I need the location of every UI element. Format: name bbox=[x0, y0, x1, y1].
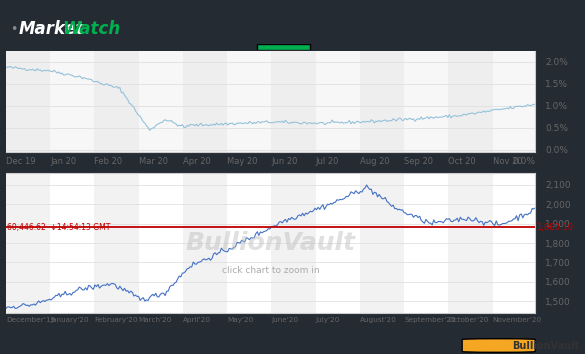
Text: 1,880.10: 1,880.10 bbox=[536, 223, 573, 232]
FancyBboxPatch shape bbox=[257, 44, 310, 50]
Text: April'20: April'20 bbox=[183, 316, 211, 322]
Text: May 20: May 20 bbox=[227, 157, 257, 166]
Text: 60,446.62  ↓14:54:13 GMT: 60,446.62 ↓14:54:13 GMT bbox=[7, 223, 111, 232]
Text: February'20: February'20 bbox=[94, 316, 138, 322]
Bar bbox=[94, 51, 139, 152]
Text: August'20: August'20 bbox=[360, 316, 397, 322]
Bar bbox=[448, 51, 493, 152]
Text: March'20: March'20 bbox=[139, 316, 172, 322]
Bar bbox=[6, 173, 50, 313]
Bar bbox=[360, 51, 404, 152]
Text: Feb 20: Feb 20 bbox=[94, 157, 122, 166]
Text: Sep 20: Sep 20 bbox=[404, 157, 433, 166]
Text: Aug 20: Aug 20 bbox=[360, 157, 390, 166]
Text: Nov 20: Nov 20 bbox=[493, 157, 522, 166]
Text: Jan 20: Jan 20 bbox=[50, 157, 76, 166]
Text: Jun 20: Jun 20 bbox=[271, 157, 298, 166]
Text: Market: Market bbox=[19, 21, 84, 38]
Text: September'20: September'20 bbox=[404, 316, 456, 322]
Text: Apr 20: Apr 20 bbox=[183, 157, 211, 166]
Text: •: • bbox=[11, 23, 18, 36]
FancyBboxPatch shape bbox=[462, 339, 535, 352]
Bar bbox=[360, 173, 404, 313]
Bar bbox=[6, 51, 50, 152]
Text: click chart to zoom in: click chart to zoom in bbox=[222, 267, 319, 275]
Bar bbox=[94, 173, 139, 313]
Bar bbox=[271, 173, 315, 313]
Text: January'20: January'20 bbox=[50, 316, 89, 322]
Bar bbox=[448, 173, 493, 313]
Text: 0.0%: 0.0% bbox=[512, 157, 535, 166]
Bar bbox=[271, 51, 315, 152]
Text: Mar 20: Mar 20 bbox=[139, 157, 167, 166]
Text: October'20: October'20 bbox=[448, 316, 488, 322]
Text: BullionVault: BullionVault bbox=[512, 341, 579, 350]
Text: June'20: June'20 bbox=[271, 316, 298, 322]
Text: May'20: May'20 bbox=[227, 316, 253, 322]
Text: Jul 20: Jul 20 bbox=[315, 157, 339, 166]
Bar bbox=[183, 51, 227, 152]
Text: November'20: November'20 bbox=[493, 316, 542, 322]
Text: Watch: Watch bbox=[63, 21, 121, 38]
Text: Dec 19: Dec 19 bbox=[6, 157, 35, 166]
Text: BullionVault: BullionVault bbox=[185, 231, 356, 255]
Text: July'20: July'20 bbox=[315, 316, 340, 322]
Text: Oct 20: Oct 20 bbox=[448, 157, 476, 166]
Bar bbox=[183, 173, 227, 313]
Text: December'19: December'19 bbox=[6, 316, 55, 322]
